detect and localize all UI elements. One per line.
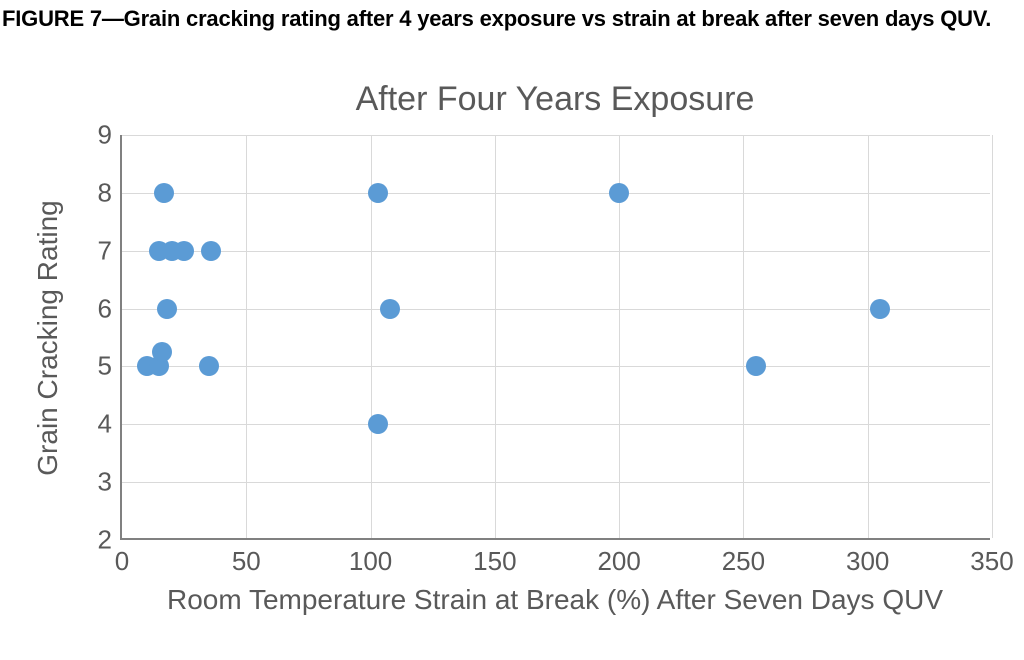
data-point [157, 299, 177, 319]
gridline-horizontal [122, 424, 990, 425]
data-point [199, 356, 219, 376]
gridline-horizontal [122, 193, 990, 194]
gridline-vertical [992, 135, 993, 538]
gridline-horizontal [122, 135, 990, 136]
gridline-horizontal [122, 482, 990, 483]
x-tick-label: 350 [970, 538, 1013, 577]
y-tick-label: 5 [98, 351, 122, 382]
x-tick-label: 300 [846, 538, 889, 577]
y-tick-label: 8 [98, 177, 122, 208]
data-point [870, 299, 890, 319]
data-point [152, 342, 172, 362]
data-point [368, 414, 388, 434]
gridline-horizontal [122, 366, 990, 367]
chart-title: After Four Years Exposure [356, 80, 755, 119]
data-point [746, 356, 766, 376]
gridline-horizontal [122, 251, 990, 252]
y-axis-label: Grain Cracking Rating [32, 200, 64, 475]
x-tick-label: 100 [349, 538, 392, 577]
x-axis-label: Room Temperature Strain at Break (%) Aft… [167, 584, 943, 616]
gridline-horizontal [122, 309, 990, 310]
x-tick-label: 150 [473, 538, 516, 577]
y-tick-label: 7 [98, 235, 122, 266]
y-tick-label: 3 [98, 467, 122, 498]
x-tick-label: 50 [232, 538, 261, 577]
gridline-vertical [246, 135, 247, 538]
data-point [368, 183, 388, 203]
data-point [174, 241, 194, 261]
y-tick-label: 6 [98, 293, 122, 324]
data-point [609, 183, 629, 203]
data-point [201, 241, 221, 261]
y-tick-label: 4 [98, 409, 122, 440]
x-tick-label: 250 [722, 538, 765, 577]
data-point [154, 183, 174, 203]
x-tick-label: 0 [115, 538, 129, 577]
gridline-vertical [868, 135, 869, 538]
y-tick-label: 9 [98, 120, 122, 151]
gridline-vertical [743, 135, 744, 538]
x-tick-label: 200 [597, 538, 640, 577]
plot-area: 23456789050100150200250300350 [120, 135, 990, 540]
data-point [380, 299, 400, 319]
gridline-vertical [495, 135, 496, 538]
figure-caption: FIGURE 7—Grain cracking rating after 4 y… [2, 6, 991, 32]
